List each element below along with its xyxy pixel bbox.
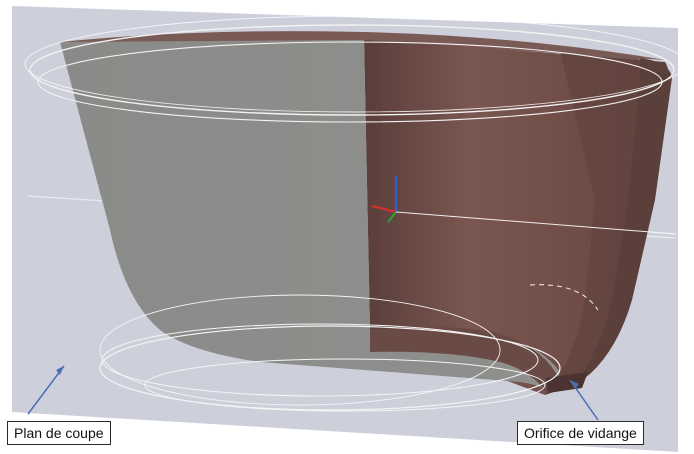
sketch-circle-bottom-1 [99, 325, 561, 411]
sketch-circle-top-1 [29, 24, 675, 116]
callout-section-plane: Plan de coupe [7, 421, 111, 445]
bowl-inner-shadow-band [545, 50, 640, 395]
sketch-circle-bottom-4 [99, 294, 501, 406]
bowl-top-rim [60, 31, 665, 60]
sketch-circle-bottom-2 [101, 323, 539, 397]
bowl-cut-section [60, 38, 560, 392]
drain-orifice-shape[interactable] [546, 372, 588, 393]
arrow-plan [27, 365, 65, 415]
arrow-orifice [569, 379, 599, 421]
sketch-circle-top-3 [24, 15, 686, 113]
callout-drain-orifice: Orifice de vidange [517, 421, 644, 445]
axis-triad [371, 176, 677, 235]
bowl-outer-right-wall [575, 58, 672, 385]
